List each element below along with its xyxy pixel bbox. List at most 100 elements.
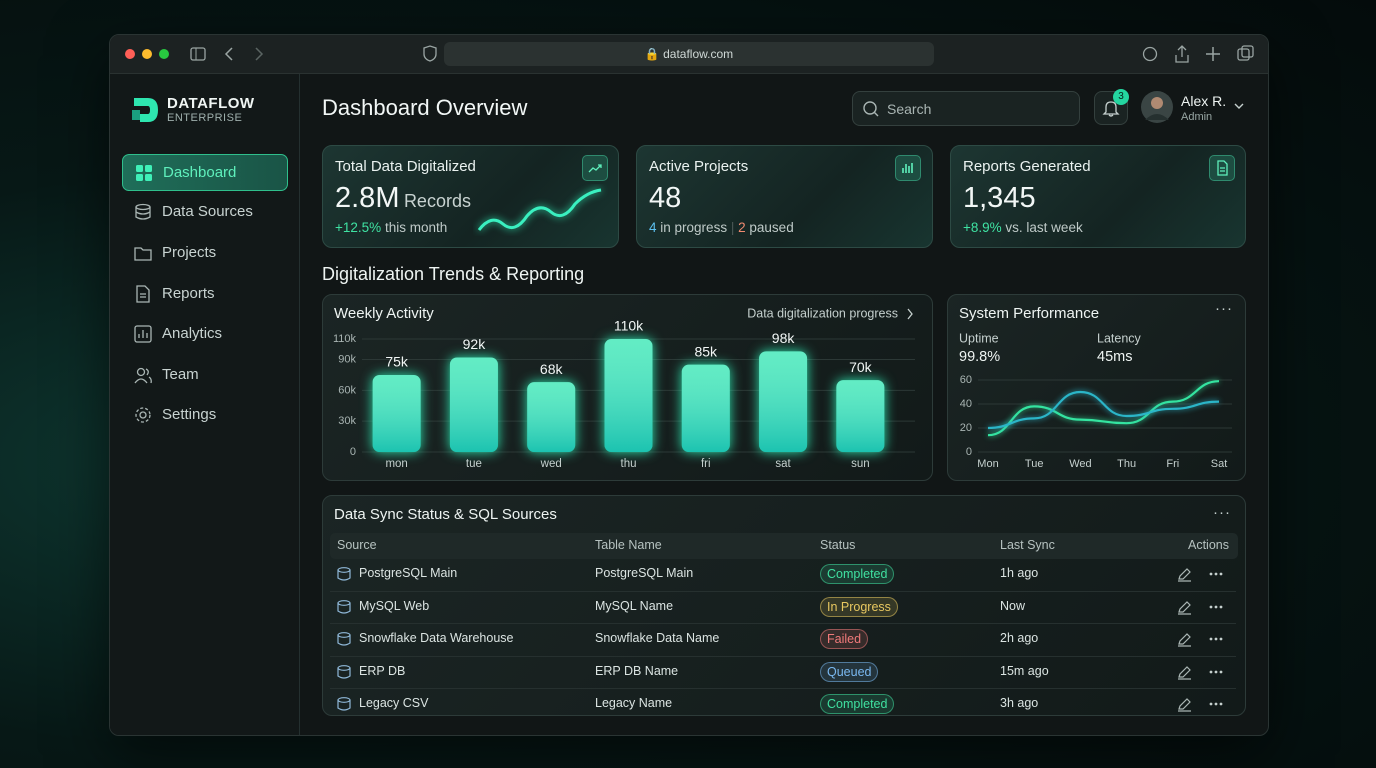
- nav-item[interactable]: Reports: [122, 276, 286, 311]
- table-header-bg: [330, 533, 1238, 559]
- sparkline: [477, 188, 602, 231]
- user-name: Alex R.: [1181, 93, 1227, 109]
- y-tick-label: 110k: [333, 333, 357, 345]
- sidebar: DATAFLOW ENTERPRISE Dashboard Data Sourc…: [110, 74, 300, 735]
- status-pill: In Progress: [820, 596, 898, 617]
- nav-item[interactable]: Data Sources: [122, 194, 286, 229]
- y-tick-label: 0: [350, 446, 356, 458]
- y-tick-label: 60: [960, 374, 972, 386]
- card-change: +12.5%: [335, 220, 382, 235]
- column-header: Status: [820, 538, 856, 552]
- row-divider: [330, 688, 1236, 689]
- nav-item[interactable]: Projects: [122, 235, 286, 270]
- y-tick-label: 20: [960, 422, 972, 434]
- table-title: Data Sync Status & SQL Sources: [334, 506, 557, 523]
- stat-value: 45ms: [1097, 349, 1132, 365]
- nav-icon: [134, 325, 152, 343]
- stat-card: Total Data Digitalized 2.8M Records +12.…: [322, 145, 619, 248]
- nav-item[interactable]: Dashboard: [122, 154, 288, 191]
- chart-title: Weekly Activity: [334, 305, 434, 322]
- cell: Legacy CSV: [359, 696, 429, 710]
- nav-item[interactable]: Team: [122, 357, 286, 392]
- notification-badge: 3: [1113, 89, 1129, 105]
- column-header: Table Name: [595, 538, 662, 552]
- nav-label: Reports: [162, 285, 215, 302]
- brand-subtitle: ENTERPRISE: [167, 112, 243, 124]
- x-tick-label: Mon: [977, 458, 998, 470]
- x-tick-label: sun: [851, 458, 870, 470]
- stat-value: 99.8%: [959, 349, 1000, 365]
- cell: MySQL Web: [359, 598, 430, 613]
- row-actions[interactable]: [1177, 696, 1227, 712]
- source-icon: [337, 567, 351, 581]
- nav-label: Dashboard: [163, 164, 237, 181]
- row-actions[interactable]: [1177, 664, 1227, 680]
- y-tick-label: 30k: [338, 415, 356, 427]
- row-divider: [330, 623, 1236, 624]
- nav-icon: [134, 367, 152, 384]
- x-tick-label: Sat: [1211, 458, 1228, 470]
- bar-sheen: [527, 382, 576, 452]
- paused-count: 2: [738, 220, 746, 235]
- cell: MySQL Name: [595, 598, 674, 613]
- panel-menu[interactable]: ···: [1215, 300, 1233, 317]
- stat-card: Reports Generated 1,345 +8.9% vs. last w…: [950, 145, 1246, 248]
- table-menu[interactable]: ···: [1213, 504, 1231, 521]
- paused-text: paused: [749, 220, 794, 235]
- line-chart-panel: [947, 294, 1246, 481]
- value-label: 70k: [849, 359, 873, 375]
- card-title: Reports Generated: [963, 158, 1091, 175]
- cell: Snowflake Data Warehouse: [359, 631, 514, 645]
- nav-label: Data Sources: [162, 203, 253, 220]
- card-change: +8.9%: [963, 220, 1002, 235]
- card-title: Total Data Digitalized: [335, 158, 476, 175]
- cell: PostgreSQL Main: [359, 566, 458, 580]
- x-tick-label: Tue: [1025, 458, 1044, 470]
- nav-label: Projects: [162, 244, 217, 261]
- chart-subtitle[interactable]: Data digitalization progress: [747, 306, 898, 320]
- row-actions[interactable]: [1177, 566, 1227, 582]
- stat-label: Latency: [1097, 331, 1142, 345]
- cell: 3h ago: [1000, 696, 1039, 710]
- address-bar[interactable]: 🔒 dataflow.com: [444, 42, 934, 66]
- y-tick-label: 60k: [338, 384, 356, 396]
- table-panel: [322, 495, 1246, 716]
- card-value: 2.8M: [335, 182, 400, 214]
- user-menu-chevron[interactable]: [1233, 102, 1245, 112]
- in-progress-count: 4: [649, 220, 657, 235]
- card-value: 48: [649, 182, 682, 214]
- nav-label: Settings: [162, 406, 217, 423]
- x-tick-label: mon: [385, 458, 407, 470]
- card-change-row: +12.5% this month: [335, 220, 447, 235]
- nav-icon: [134, 247, 152, 261]
- x-tick-label: tue: [466, 458, 482, 470]
- row-actions[interactable]: [1177, 599, 1227, 615]
- y-tick-label: 90k: [338, 353, 356, 365]
- value-label: 110k: [614, 318, 644, 334]
- cell: 2h ago: [1000, 631, 1039, 645]
- nav-icon: [136, 165, 152, 181]
- page-title: Dashboard Overview: [322, 95, 528, 120]
- nav-item[interactable]: Analytics: [122, 316, 286, 351]
- line-series: [987, 380, 1220, 437]
- row-actions[interactable]: [1177, 631, 1227, 647]
- bar-sheen: [836, 380, 885, 452]
- cell: Legacy Name: [595, 696, 673, 710]
- card-unit: Records: [403, 191, 471, 211]
- card-title: Active Projects: [649, 158, 749, 175]
- source-icon: [337, 697, 351, 711]
- column-header: Source: [337, 538, 377, 552]
- url: dataflow.com: [663, 47, 734, 61]
- nav-item[interactable]: Settings: [122, 397, 286, 432]
- nav-icon: [135, 203, 151, 220]
- search-box[interactable]: Search: [852, 91, 1080, 126]
- status-pill: Failed: [820, 629, 869, 649]
- card-change-text: this month: [384, 220, 448, 235]
- cell: Now: [1000, 598, 1026, 613]
- stat-label: Uptime: [959, 331, 999, 345]
- stat-card: Active Projects 48 4 in progress | 2 pau…: [636, 145, 933, 248]
- bar-sheen: [681, 364, 730, 452]
- avatar[interactable]: [1140, 90, 1174, 124]
